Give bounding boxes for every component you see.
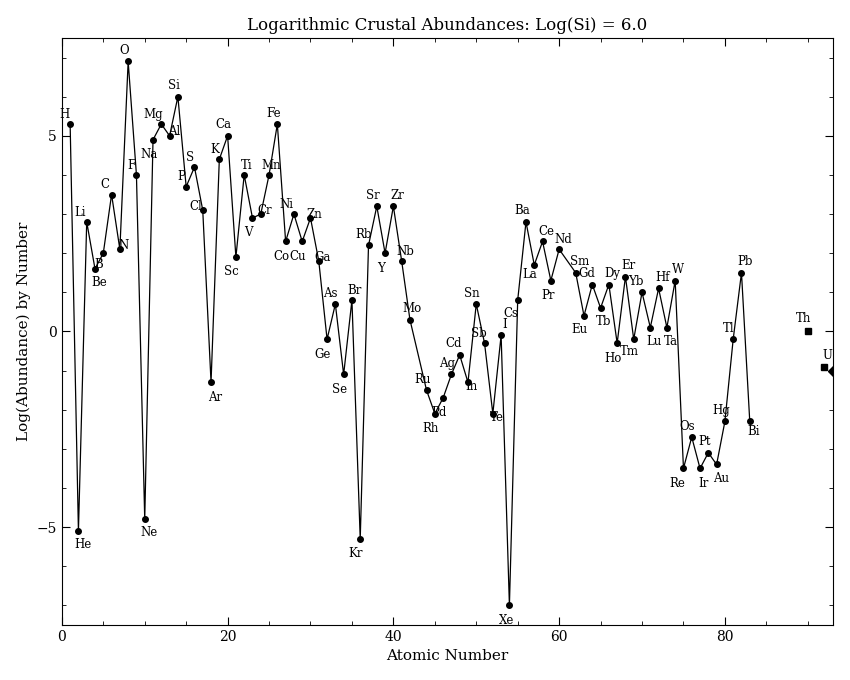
Text: S: S bbox=[186, 151, 195, 164]
Text: F: F bbox=[128, 158, 136, 171]
Text: Ho: Ho bbox=[604, 352, 621, 364]
Text: Cu: Cu bbox=[290, 250, 306, 263]
Text: Te: Te bbox=[490, 411, 504, 424]
Text: N: N bbox=[119, 239, 129, 252]
Text: Sn: Sn bbox=[464, 286, 480, 300]
Text: Pb: Pb bbox=[737, 255, 752, 269]
Text: Ba: Ba bbox=[514, 205, 530, 218]
Text: Eu: Eu bbox=[571, 323, 587, 336]
Text: Dy: Dy bbox=[604, 267, 620, 280]
Text: Ne: Ne bbox=[140, 526, 157, 539]
Text: Pt: Pt bbox=[698, 435, 711, 448]
Text: Zr: Zr bbox=[391, 189, 405, 202]
Text: Ga: Ga bbox=[314, 251, 332, 264]
Text: Cl: Cl bbox=[190, 200, 202, 213]
Title: Logarithmic Crustal Abundances: Log(Si) = 6.0: Logarithmic Crustal Abundances: Log(Si) … bbox=[247, 17, 648, 34]
Text: Mo: Mo bbox=[403, 303, 422, 316]
Text: Ir: Ir bbox=[698, 477, 709, 490]
Text: Cd: Cd bbox=[445, 337, 462, 350]
Text: Ta: Ta bbox=[664, 335, 678, 347]
Text: Ru: Ru bbox=[414, 373, 431, 386]
Text: Y: Y bbox=[377, 262, 385, 275]
Text: Ca: Ca bbox=[215, 118, 231, 131]
Text: U: U bbox=[823, 350, 833, 362]
Y-axis label: Log(Abundance) by Number: Log(Abundance) by Number bbox=[17, 222, 31, 441]
Text: B: B bbox=[94, 258, 103, 271]
Text: Ge: Ge bbox=[314, 347, 331, 360]
Text: W: W bbox=[672, 263, 684, 276]
Text: Be: Be bbox=[91, 276, 107, 289]
Text: I: I bbox=[502, 318, 507, 331]
X-axis label: Atomic Number: Atomic Number bbox=[386, 649, 508, 663]
Text: Th: Th bbox=[796, 312, 811, 326]
Text: Sr: Sr bbox=[366, 189, 380, 202]
Text: Ni: Ni bbox=[280, 198, 293, 211]
Text: He: He bbox=[74, 538, 91, 551]
Text: Mn: Mn bbox=[262, 158, 281, 171]
Text: Tb: Tb bbox=[596, 315, 612, 328]
Text: Hg: Hg bbox=[712, 404, 729, 417]
Text: Yb: Yb bbox=[628, 275, 644, 288]
Text: Co: Co bbox=[274, 250, 290, 263]
Text: Mg: Mg bbox=[143, 108, 163, 121]
Text: H: H bbox=[60, 108, 70, 121]
Text: Cr: Cr bbox=[258, 204, 272, 217]
Text: Au: Au bbox=[713, 472, 728, 485]
Text: Er: Er bbox=[621, 259, 636, 272]
Text: Na: Na bbox=[140, 148, 157, 161]
Text: Lu: Lu bbox=[647, 335, 662, 347]
Text: Kr: Kr bbox=[348, 547, 363, 560]
Text: Pr: Pr bbox=[541, 289, 555, 302]
Text: Rb: Rb bbox=[355, 228, 371, 241]
Text: Os: Os bbox=[679, 420, 694, 432]
Text: Br: Br bbox=[348, 284, 361, 297]
Text: Tm: Tm bbox=[620, 345, 639, 358]
Text: Se: Se bbox=[332, 383, 347, 396]
Text: P: P bbox=[178, 171, 185, 184]
Text: In: In bbox=[465, 379, 478, 393]
Text: Pd: Pd bbox=[431, 407, 446, 420]
Text: Ti: Ti bbox=[241, 158, 252, 171]
Text: V: V bbox=[244, 226, 252, 239]
Text: Ce: Ce bbox=[539, 225, 555, 238]
Text: Re: Re bbox=[670, 477, 686, 490]
Text: Fe: Fe bbox=[266, 107, 280, 120]
Text: Nb: Nb bbox=[397, 245, 415, 258]
Text: Tl: Tl bbox=[722, 322, 734, 335]
Text: Si: Si bbox=[167, 80, 179, 92]
Text: Al: Al bbox=[167, 125, 180, 139]
Text: Nd: Nd bbox=[554, 233, 572, 246]
Text: La: La bbox=[522, 268, 536, 282]
Text: K: K bbox=[211, 143, 219, 156]
Text: Hf: Hf bbox=[655, 271, 670, 284]
Text: Sm: Sm bbox=[570, 255, 590, 269]
Text: As: As bbox=[323, 286, 337, 300]
Text: Xe: Xe bbox=[499, 614, 514, 627]
Text: Rh: Rh bbox=[422, 422, 439, 435]
Text: Gd: Gd bbox=[578, 267, 595, 280]
Text: Sb: Sb bbox=[471, 327, 486, 340]
Text: Zn: Zn bbox=[307, 207, 322, 220]
Text: C: C bbox=[100, 178, 110, 191]
Text: Ag: Ag bbox=[439, 357, 456, 370]
Text: Li: Li bbox=[74, 205, 86, 218]
Text: Cs: Cs bbox=[503, 307, 518, 320]
Text: O: O bbox=[119, 44, 129, 57]
Text: Sc: Sc bbox=[224, 265, 239, 279]
Text: Ar: Ar bbox=[208, 391, 222, 404]
Text: Bi: Bi bbox=[748, 425, 760, 438]
